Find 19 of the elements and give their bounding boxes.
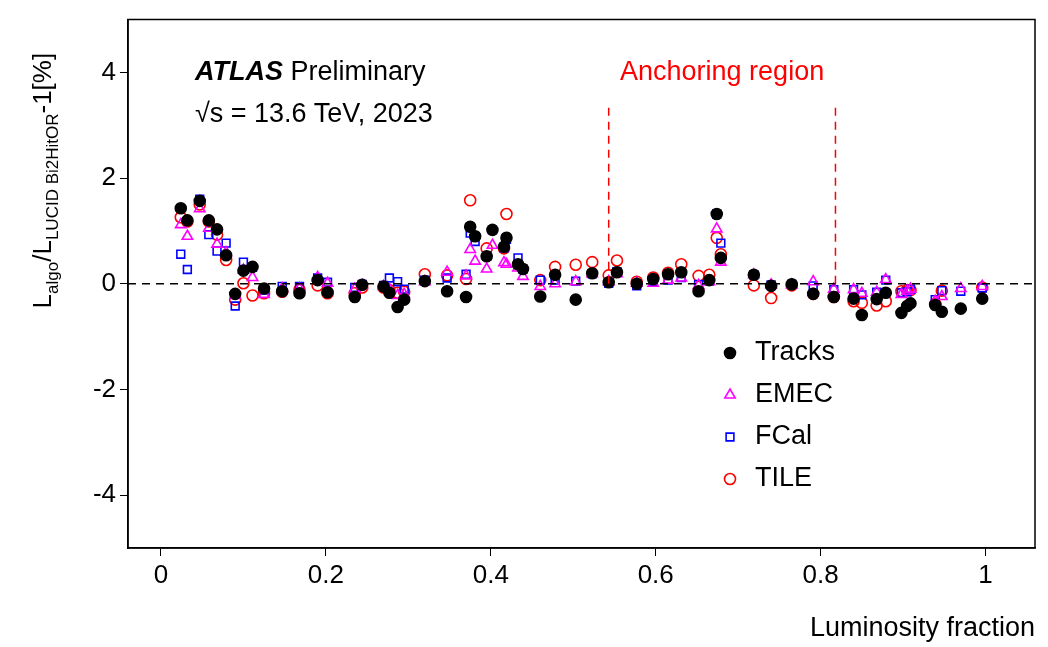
legend-label: TILE [755,462,813,493]
x-tick-label: 0.4 [472,558,509,589]
annotation: Anchoring region [620,56,825,87]
legend-label: Tracks [755,336,835,367]
y-tick-label: 4 [101,55,116,86]
x-tick-label: 0 [153,558,169,589]
y-tick-label: -2 [92,372,116,403]
x-tick-label: 0.8 [802,558,839,589]
annotation: √s = 13.6 TeV, 2023 [195,98,433,129]
y-tick-label: -4 [92,478,116,509]
x-tick-label: 1 [978,558,993,589]
legend-label: EMEC [755,378,834,409]
y-tick-label: 0 [101,266,116,297]
x-axis-title: Luminosity fraction [809,612,1035,643]
y-tick-label: 2 [101,161,116,192]
annotation: ATLAS Preliminary [194,56,427,87]
x-tick-label: 0.6 [637,558,674,589]
x-tick-label: 0.2 [307,558,344,589]
legend-label: FCal [755,420,813,451]
